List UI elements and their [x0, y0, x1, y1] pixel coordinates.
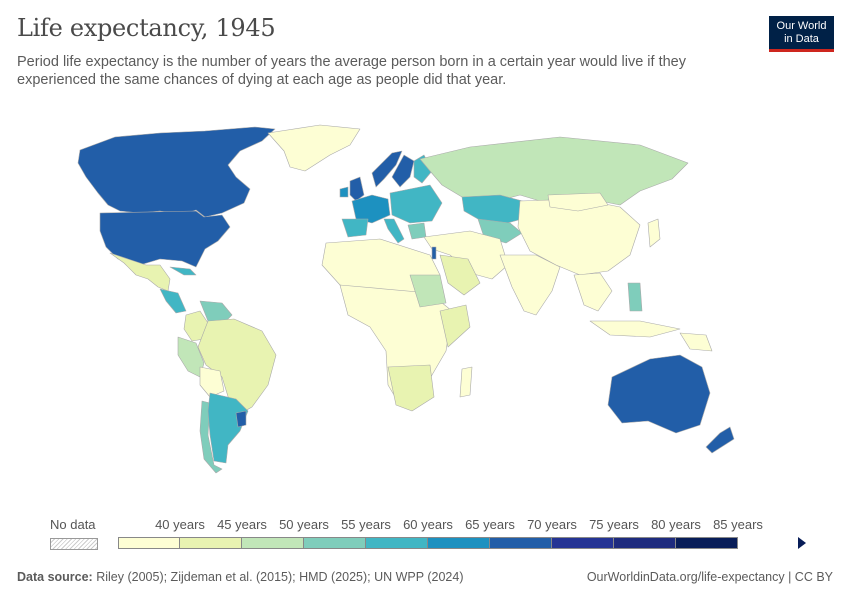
- country-mongolia[interactable]: [547, 192, 609, 212]
- country-madagascar[interactable]: [459, 366, 473, 398]
- country-kazakhstan[interactable]: [461, 194, 531, 226]
- legend-bin[interactable]: [676, 537, 738, 549]
- country-mexico[interactable]: [109, 252, 171, 292]
- country-uruguay[interactable]: [235, 410, 247, 428]
- legend-bin[interactable]: [490, 537, 552, 549]
- legend-tick-label: 45 years: [217, 517, 267, 532]
- country-israel[interactable]: [431, 246, 437, 260]
- no-data-label: No data: [50, 517, 96, 532]
- country-ireland[interactable]: [339, 186, 349, 198]
- source-url-link[interactable]: OurWorldinData.org/life-expectancy | CC …: [586, 570, 833, 584]
- country-japan[interactable]: [647, 218, 661, 248]
- country-indonesia[interactable]: [589, 320, 681, 338]
- legend-bin[interactable]: [428, 537, 490, 549]
- legend-arrow-icon: [798, 537, 806, 549]
- country-sweden[interactable]: [391, 154, 415, 188]
- country-united-states[interactable]: [99, 210, 231, 268]
- country-middle-east[interactable]: [423, 230, 509, 280]
- legend-tick-label: 85 years: [713, 517, 763, 532]
- legend-tick-label: 40 years: [155, 517, 205, 532]
- logo-line-1: Our World: [776, 20, 827, 32]
- country-australia[interactable]: [607, 354, 711, 434]
- country-italy[interactable]: [383, 218, 405, 244]
- world-map[interactable]: [0, 115, 850, 515]
- legend-bin[interactable]: [552, 537, 614, 549]
- legend-tick-label: 70 years: [527, 517, 577, 532]
- country-united-kingdom[interactable]: [349, 176, 365, 202]
- country-argentina[interactable]: [207, 392, 249, 464]
- legend-tick-label: 55 years: [341, 517, 391, 532]
- country-greece[interactable]: [407, 222, 427, 240]
- legend-bin[interactable]: [366, 537, 428, 549]
- chart-subtitle: Period life expectancy is the number of …: [17, 54, 686, 88]
- country-philippines[interactable]: [627, 282, 643, 312]
- country-sudan[interactable]: [409, 274, 447, 308]
- data-source-text: Riley (2005); Zijdeman et al. (2015); HM…: [96, 570, 464, 584]
- country-papua-new-guinea[interactable]: [679, 332, 713, 352]
- legend-tick-label: 65 years: [465, 517, 515, 532]
- legend-bin[interactable]: [180, 537, 242, 549]
- legend-bin[interactable]: [118, 537, 180, 549]
- country-eastern-europe[interactable]: [389, 184, 443, 224]
- country-canada[interactable]: [77, 126, 276, 218]
- legend-bin[interactable]: [304, 537, 366, 549]
- color-legend: No data 40 years 45 years 50 years 55 years…: [0, 512, 850, 552]
- legend-tick-label: 75 years: [589, 517, 639, 532]
- country-southern-africa[interactable]: [387, 364, 435, 412]
- chart-title: Life expectancy, 1945: [17, 14, 276, 42]
- country-spain[interactable]: [341, 218, 369, 238]
- legend-bin[interactable]: [242, 537, 304, 549]
- country-bolivia[interactable]: [199, 366, 225, 398]
- no-data-swatch[interactable]: [50, 538, 98, 550]
- legend-bin[interactable]: [614, 537, 676, 549]
- legend-tick-label: 50 years: [279, 517, 329, 532]
- country-central-america[interactable]: [159, 288, 187, 314]
- country-india[interactable]: [499, 254, 561, 316]
- country-greenland[interactable]: [267, 124, 361, 172]
- country-norway[interactable]: [371, 150, 403, 188]
- country-new-zealand[interactable]: [705, 426, 735, 454]
- country-saudi-arabia[interactable]: [439, 254, 481, 296]
- logo-line-2: in Data: [784, 33, 819, 45]
- owid-logo[interactable]: Our World in Data: [769, 16, 834, 52]
- country-southeast-asia[interactable]: [573, 272, 613, 312]
- country-east-africa[interactable]: [439, 304, 471, 348]
- country-caribbean[interactable]: [169, 266, 197, 276]
- data-source-label: Data source:: [17, 570, 93, 584]
- legend-tick-label: 80 years: [651, 517, 701, 532]
- data-source: Data source: Riley (2005); Zijdeman et a…: [17, 570, 464, 584]
- legend-tick-label: 60 years: [403, 517, 453, 532]
